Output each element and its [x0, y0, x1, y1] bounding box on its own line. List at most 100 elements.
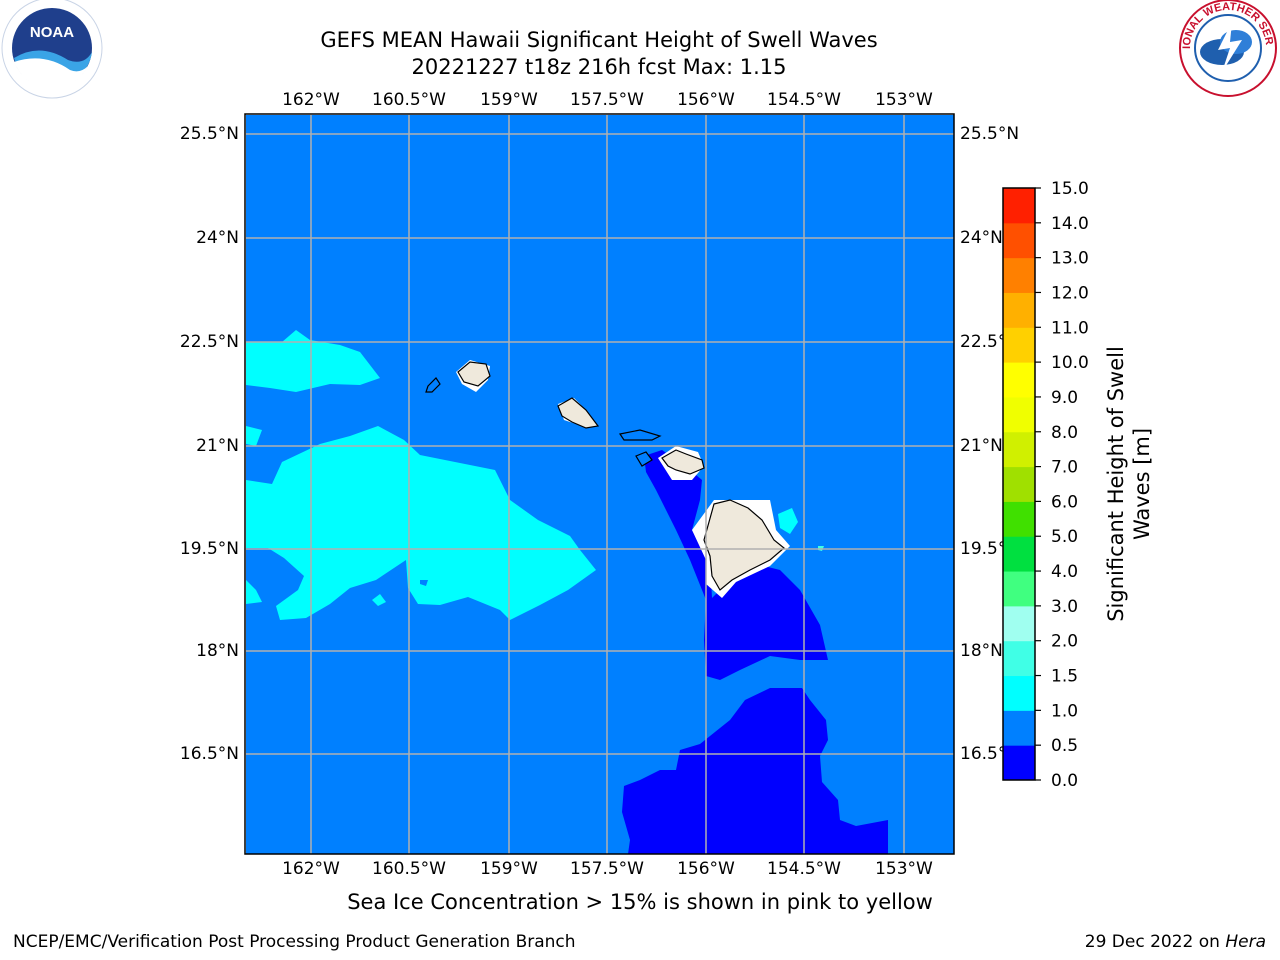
footer-date-text: 29 Dec 2022 on: [1084, 932, 1220, 952]
colorbar-cell-16: [1003, 188, 1035, 224]
colorbar-cell-8: [1003, 466, 1035, 502]
swell-region-cyan-sw: [246, 580, 262, 604]
noaa-logo-text: NOAA: [30, 24, 74, 41]
colorbar-ticks: 0.0 0.5 1.0 1.5 2.0 3.0 4.0 5.0 6.0 7.0 8.0 9.0 10.0…: [1035, 179, 1089, 791]
lon-label-top-0: 162°W: [282, 90, 340, 110]
colorbar-tick-label-9: 7.0: [1051, 458, 1078, 478]
lat-label-right-5: 18°N: [960, 641, 1003, 661]
map-area: [246, 115, 954, 854]
island-hawaii: [703, 499, 785, 591]
colorbar-cell-10: [1003, 396, 1035, 433]
svg-text:NATIONAL WEATHER SERVICE: NATIONAL WEATHER SERVICE: [0, 0, 1275, 49]
colorbar-tick-label-1: 0.5: [1051, 736, 1078, 756]
colorbar-tick-label-16: 14.0: [1051, 214, 1089, 234]
lon-label-bottom-0: 162°W: [282, 859, 340, 879]
colorbar-tick-label-7: 5.0: [1051, 527, 1078, 547]
lon-labels-top: 162°W 160.5°W 159°W 157.5°W 156°W 154.5°…: [282, 90, 933, 110]
colorbar-cell-9: [1003, 431, 1035, 468]
colorbar-cell-12: [1003, 327, 1035, 363]
lon-label-top-4: 156°W: [677, 90, 735, 110]
colorbar-cell-7: [1003, 501, 1035, 537]
colorbar-tick-label-2: 1.0: [1051, 701, 1078, 721]
colorbar-cell-0: [1003, 745, 1035, 781]
island-lanai: [635, 451, 653, 467]
lon-label-bottom-4: 156°W: [677, 859, 735, 879]
colorbar-tick-label-10: 8.0: [1051, 423, 1078, 443]
island-niihau: [425, 377, 441, 393]
lon-label-bottom-3: 157.5°W: [570, 859, 644, 879]
lat-label-left-5: 18°N: [196, 641, 239, 661]
graticule: [246, 115, 954, 854]
lon-label-top-1: 160.5°W: [372, 90, 446, 110]
footer-credit: NCEP/EMC/Verification Post Processing Pr…: [13, 932, 576, 952]
footer-date: 29 Dec 2022 on Hera: [1085, 932, 1266, 952]
colorbar-cell-13: [1003, 292, 1035, 328]
nws-logo-text: NATIONAL WEATHER SERVICE: [0, 0, 1275, 49]
lat-label-left-1: 24°N: [196, 228, 239, 248]
lon-label-bottom-1: 160.5°W: [372, 859, 446, 879]
lon-label-top-3: 157.5°W: [570, 90, 644, 110]
lon-label-bottom-5: 154.5°W: [767, 859, 841, 879]
colorbar-cell-5: [1003, 571, 1035, 607]
colorbar-cell-3: [1003, 640, 1035, 677]
map-frame: [244, 113, 955, 855]
colorbar-label-line1: Significant Height of Swell: [1104, 346, 1128, 622]
colorbar-tick-label-4: 2.0: [1051, 632, 1078, 652]
lat-label-left-0: 25.5°N: [180, 124, 239, 144]
colorbar-tick-label-15: 13.0: [1051, 249, 1089, 269]
colorbar-tick-label-13: 11.0: [1051, 318, 1089, 338]
swell-region-cyan-dot2: [420, 580, 428, 586]
colorbar-frame: [1002, 187, 1036, 781]
colorbar-cell-6: [1003, 536, 1035, 572]
nws-logo: NATIONAL WEATHER SERVICE: [0, 0, 1277, 97]
swell-region-cyan-north: [246, 330, 380, 392]
lat-label-right-3: 21°N: [960, 436, 1003, 456]
lat-label-left-6: 16.5°N: [180, 744, 239, 764]
colorbar-tick-label-3: 1.5: [1051, 667, 1078, 687]
map-subtitle: 20221227 t18z 216h fcst Max: 1.15: [411, 55, 787, 79]
footer-machine: Hera: [1225, 932, 1266, 952]
colorbar-label-line2: Waves [m]: [1130, 428, 1154, 540]
lon-label-bottom-6: 153°W: [875, 859, 933, 879]
swell-region-blue-south: [622, 688, 888, 854]
colorbar-cell-11: [1003, 362, 1035, 398]
lat-label-right-1: 24°N: [960, 228, 1003, 248]
lat-label-left-3: 21°N: [196, 436, 239, 456]
lat-labels-left: 25.5°N 24°N 22.5°N 21°N 19.5°N 18°N 16.5…: [180, 124, 239, 764]
lat-label-left-2: 22.5°N: [180, 332, 239, 352]
colorbar-cell-2: [1003, 675, 1035, 711]
lon-label-top-6: 153°W: [875, 90, 933, 110]
colorbar-tick-label-8: 6.0: [1051, 492, 1078, 512]
colorbar-label: Significant Height of Swell Waves [m]: [1104, 346, 1154, 622]
colorbar-tick-label-14: 12.0: [1051, 283, 1089, 303]
island-kauai: [457, 361, 491, 387]
colorbar-tick-label-0: 0.0: [1051, 771, 1078, 791]
colorbar-cell-1: [1003, 710, 1035, 746]
colorbar-tick-label-12: 10.0: [1051, 353, 1089, 373]
noaa-logo: NOAA: [1, 0, 103, 99]
colorbar-cell-14: [1003, 257, 1035, 293]
map-title: GEFS MEAN Hawaii Significant Height of S…: [320, 28, 878, 52]
island-oahu: [557, 397, 600, 429]
swell-region-blue-lee: [644, 450, 828, 680]
colorbar-cell-4: [1003, 605, 1035, 642]
sea-ice-note: Sea Ice Concentration > 15% is shown in …: [347, 890, 933, 914]
swell-region-cyan-dot1: [372, 594, 386, 606]
colorbar: [1003, 188, 1035, 781]
lon-labels-bottom: 162°W 160.5°W 159°W 157.5°W 156°W 154.5°…: [282, 859, 933, 879]
colorbar-tick-label-11: 9.0: [1051, 388, 1078, 408]
swell-region-cyan-east: [778, 508, 798, 534]
colorbar-tick-label-6: 4.0: [1051, 562, 1078, 582]
colorbar-tick-label-5: 3.0: [1051, 597, 1078, 617]
island-maui: [661, 449, 705, 475]
swell-region-cyan-west-small: [246, 426, 262, 446]
lon-label-bottom-2: 159°W: [480, 859, 538, 879]
lon-label-top-5: 154.5°W: [767, 90, 841, 110]
lon-label-top-2: 159°W: [480, 90, 538, 110]
lat-label-right-0: 25.5°N: [960, 124, 1019, 144]
lat-label-left-4: 19.5°N: [180, 539, 239, 559]
colorbar-tick-label-17: 15.0: [1051, 179, 1089, 199]
island-molokai: [619, 429, 662, 441]
colorbar-cell-15: [1003, 222, 1035, 259]
